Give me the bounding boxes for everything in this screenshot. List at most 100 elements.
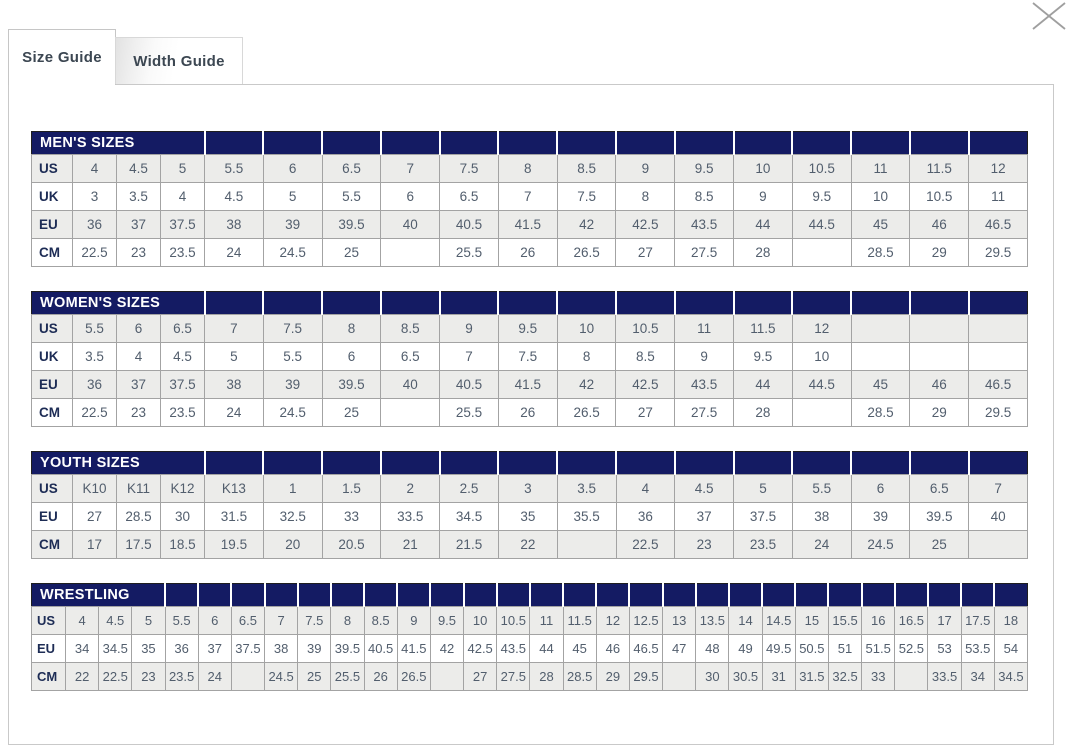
size-cell: 20.5 — [321, 530, 382, 559]
size-cell: 3 — [72, 182, 117, 211]
size-cell — [791, 238, 852, 267]
size-cell: 4 — [116, 342, 161, 371]
row-label: EU — [31, 634, 66, 663]
header-spacer-cell — [556, 131, 616, 155]
size-cell: 20 — [262, 530, 323, 559]
size-row-eu: EU 34 34.5 35 36 37 37.5 38 39 39.5 40.5 41.5 42 42.5… — [31, 634, 1029, 663]
size-cell: 44 — [733, 210, 793, 239]
size-cell: 23.5 — [164, 662, 199, 691]
size-cell: 50.5 — [794, 634, 829, 663]
header-spacer-cell — [497, 451, 558, 475]
header-spacer-cell — [732, 291, 793, 315]
size-cell: 36 — [164, 634, 199, 663]
size-cell: 34.5 — [439, 502, 499, 531]
size-cell: 32.5 — [827, 662, 863, 691]
size-cell: 4 — [615, 474, 676, 503]
header-spacer-cell — [203, 131, 264, 155]
size-cell: 5.5 — [791, 474, 852, 503]
size-row-uk: UK 3.5 4 4.5 5 5.5 6 6.5 7 7.5 8 8.5 9 9.5 10 — [31, 342, 1028, 371]
size-cell: 26.5 — [556, 398, 617, 427]
size-cell: 36 — [615, 502, 676, 531]
size-cell: 5.5 — [164, 606, 199, 635]
size-cell: 34.5 — [993, 662, 1029, 691]
size-cell: 11.5 — [733, 314, 793, 343]
size-cell: 9 — [615, 154, 676, 183]
size-cell: 8 — [497, 154, 558, 183]
size-cell: 36 — [72, 370, 117, 399]
size-cell: 6 — [850, 474, 911, 503]
size-cell: 11 — [968, 182, 1028, 211]
header-spacer-cell — [791, 291, 852, 315]
size-cell: 28.5 — [116, 502, 161, 531]
row-label: EU — [31, 502, 73, 531]
size-cell: 8 — [556, 342, 617, 371]
size-cell: 3.5 — [116, 182, 161, 211]
size-row-cm: CM 17 17.5 18.5 19.5 20 20.5 21 21.5 22 22.5 23 23.5… — [31, 530, 1028, 559]
size-cell: 42.5 — [615, 210, 676, 239]
size-cell: 24 — [204, 398, 264, 427]
header-spacer-cell — [438, 131, 499, 155]
size-cell: 18.5 — [159, 530, 206, 559]
size-cell: 29.5 — [968, 238, 1028, 267]
size-cell: 24 — [791, 530, 852, 559]
table-title: YOUTH SIZES — [31, 451, 205, 475]
size-cell: 11.5 — [909, 154, 970, 183]
close-button[interactable] — [1029, 1, 1069, 33]
size-cell: 25 — [909, 530, 970, 559]
size-cell: 39.5 — [321, 210, 382, 239]
size-cell: 27 — [72, 502, 117, 531]
size-cell: 5.5 — [72, 314, 117, 343]
tab-size-guide[interactable]: Size Guide — [8, 29, 116, 85]
size-cell: 4 — [159, 182, 206, 211]
size-cell: 39.5 — [321, 370, 382, 399]
tab-bar: Size Guide Width Guide — [8, 28, 1071, 85]
size-cell: 6 — [116, 314, 161, 343]
tab-width-guide[interactable]: Width Guide — [115, 37, 243, 84]
header-spacer-cell — [429, 583, 464, 607]
table-header-row: YOUTH SIZES — [31, 451, 1028, 475]
size-cell: 23.5 — [159, 238, 206, 267]
size-row-us: US 4 4.5 5 5.5 6 6.5 7 7.5 8 8.5 9 9.5 10 10.5 11 11.5 12 — [31, 154, 1028, 183]
size-cell: 12 — [791, 314, 852, 343]
size-cell: 7.5 — [556, 182, 617, 211]
size-cell: 26.5 — [396, 662, 431, 691]
size-cell: 3 — [497, 474, 558, 503]
size-row-eu: EU 27 28.5 30 31.5 32.5 33 33.5 34.5 35 35.5 36 37 37… — [31, 502, 1028, 531]
size-cell: 4.5 — [204, 182, 264, 211]
size-cell: 6 — [321, 342, 382, 371]
size-cell: 46.5 — [968, 370, 1028, 399]
size-cell: 16.5 — [894, 606, 929, 635]
header-spacer-cell — [379, 131, 440, 155]
size-cell: 6 — [380, 182, 441, 211]
size-cell: 40.5 — [363, 634, 398, 663]
size-cell: 24 — [204, 238, 264, 267]
size-cell: K11 — [116, 474, 161, 503]
size-cell: 46 — [595, 634, 630, 663]
size-cell: 18 — [993, 606, 1029, 635]
size-cell: 14 — [728, 606, 763, 635]
header-spacer-cell — [908, 131, 969, 155]
size-cell: 42.5 — [615, 370, 676, 399]
row-label: EU — [31, 370, 73, 399]
header-spacer-cell — [614, 131, 675, 155]
size-cell: 24 — [197, 662, 232, 691]
header-spacer-cell — [661, 583, 696, 607]
size-cell: 22.5 — [615, 530, 676, 559]
size-cell — [909, 314, 970, 343]
size-cell: 31.5 — [794, 662, 829, 691]
size-cell: 42 — [556, 370, 617, 399]
size-cell: 23 — [116, 398, 161, 427]
size-cell — [894, 662, 929, 691]
youth-sizes-table: YOUTH SIZES US K10 K11 K12 K13 1 1.5 2 2.5 3 3.5 4 4.… — [31, 451, 1028, 559]
header-spacer-cell — [203, 291, 264, 315]
header-spacer-cell — [379, 451, 440, 475]
size-cell: 29 — [595, 662, 630, 691]
row-label: CM — [31, 662, 66, 691]
size-cell: 28.5 — [850, 398, 911, 427]
header-spacer-cell — [908, 451, 969, 475]
header-spacer-cell — [673, 451, 734, 475]
size-cell: 10.5 — [909, 182, 970, 211]
header-spacer-cell — [993, 583, 1028, 607]
size-cell: 26.5 — [556, 238, 617, 267]
size-cell — [380, 238, 441, 267]
